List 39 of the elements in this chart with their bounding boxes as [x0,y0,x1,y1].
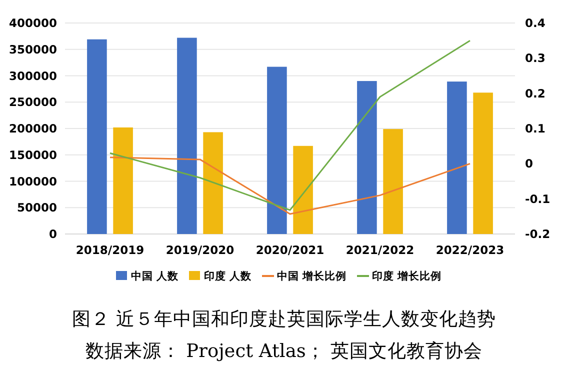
y-tick-label: 200000 [8,122,57,136]
bar [473,92,493,234]
y-tick-label: 250000 [8,95,57,110]
bar [357,81,377,234]
x-tick-label: 2018/2019 [76,243,144,257]
y-tick-label: 400000 [8,16,57,30]
y2-tick-label: -0.2 [525,227,550,242]
legend-label: 印度 人数 [204,270,253,283]
y-tick-label: 100000 [8,174,57,188]
y-tick-label: 350000 [8,42,57,56]
bar [383,129,403,234]
legend-label: 印度 增长比例 [372,270,442,283]
x-tick-label: 2020/2021 [256,243,324,257]
bar [267,66,287,234]
bar [447,82,467,234]
y2-tick-label: 0.1 [525,122,546,136]
legend-label: 中国 增长比例 [277,270,347,283]
y-tick-label: 150000 [8,148,57,162]
source-note: 数据来源： Project Atlas； 英国文化教育协会 [85,340,483,362]
bar [203,132,223,234]
x-tick-label: 2022/2023 [436,243,504,257]
bar [177,38,197,234]
line-series [109,40,471,211]
y-tick-label: 300000 [8,68,57,83]
y-tick-label: 0 [48,227,57,242]
caption: 图２ 近５年中国和印度赴英国际学生人数变化趋势 [72,308,496,330]
x-tick-label: 2019/2020 [166,243,234,257]
bar [87,39,107,234]
bar [293,146,313,234]
x-tick-label: 2021/2022 [346,243,414,257]
y-tick-label: 50000 [16,200,57,215]
line-series [109,156,471,215]
bar [113,127,133,234]
legend-label: 中国 人数 [131,270,180,283]
y2-tick-label: 0 [525,156,534,171]
y2-tick-label: -0.1 [525,192,550,206]
y2-tick-label: 0.4 [525,16,546,30]
y2-tick-label: 0.2 [525,86,546,100]
y2-tick-label: 0.3 [525,51,546,66]
